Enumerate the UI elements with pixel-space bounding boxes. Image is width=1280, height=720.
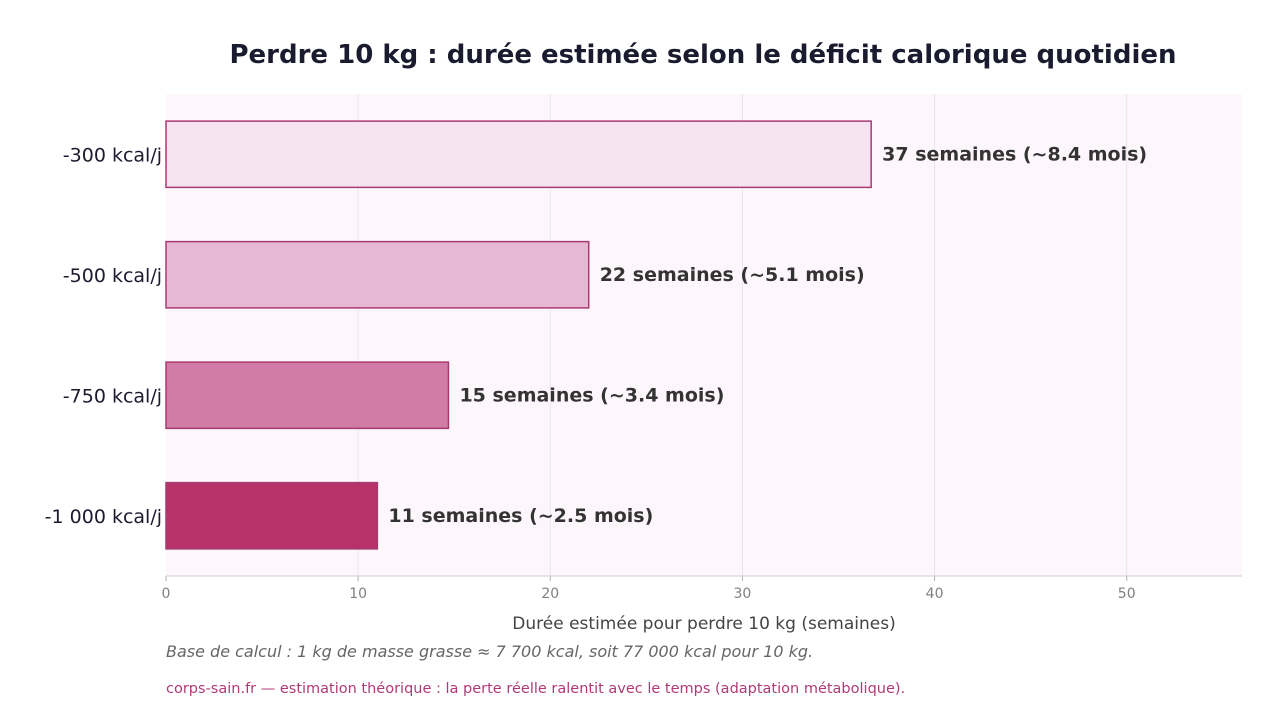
data-label: 11 semaines (~2.5 mois) — [388, 505, 653, 527]
calculation-note: Base de calcul : 1 kg de masse grasse ≈ … — [166, 642, 814, 661]
bars: -300 kcal/j 37 semaines (~8.4 mois) -500 k… — [45, 120, 1147, 550]
source-note: corps-sain.fr — estimation théorique : l… — [166, 681, 906, 697]
x-tick-label: 0 — [162, 586, 171, 602]
category-label: -1 000 kcal/j — [45, 506, 162, 528]
x-tick-label: 50 — [1118, 586, 1136, 602]
x-axis: 0 10 20 30 40 50 — [162, 575, 1242, 602]
x-axis-label: Durée estimée pour perdre 10 kg (semaine… — [512, 614, 895, 634]
category-label: -500 kcal/j — [63, 265, 162, 287]
x-tick-label: 40 — [926, 586, 944, 602]
x-tick-label: 10 — [349, 586, 367, 602]
x-tick-label: 20 — [541, 586, 559, 602]
bar — [165, 120, 872, 189]
bar — [165, 240, 590, 309]
chart-title: Perdre 10 kg : durée estimée selon le dé… — [229, 40, 1176, 70]
bar — [165, 481, 379, 550]
category-label: -750 kcal/j — [63, 385, 162, 407]
bar — [165, 361, 450, 430]
data-label: 15 semaines (~3.4 mois) — [459, 384, 724, 406]
data-label: 22 semaines (~5.1 mois) — [600, 264, 865, 286]
category-label: -300 kcal/j — [63, 144, 162, 166]
x-tick-label: 30 — [734, 586, 752, 602]
data-label: 37 semaines (~8.4 mois) — [882, 143, 1147, 165]
